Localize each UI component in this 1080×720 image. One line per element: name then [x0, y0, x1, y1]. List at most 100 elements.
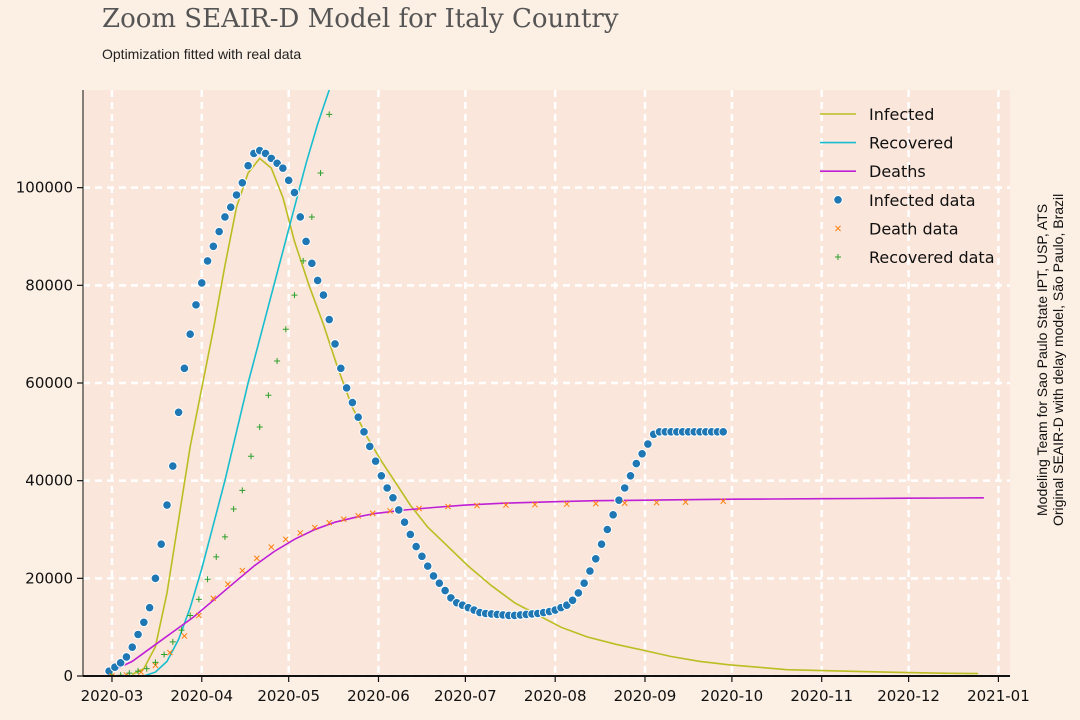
- marker-infected-data: [353, 412, 364, 422]
- marker-infected-data: [718, 427, 729, 437]
- marker-infected-data: [399, 517, 410, 527]
- data-markers: [104, 111, 729, 676]
- marker-recovered-data: [135, 668, 142, 675]
- marker-infected-data: [336, 363, 346, 374]
- marker-infected-data: [359, 427, 369, 437]
- marker-infected-data: [144, 602, 155, 613]
- marker-infected-data: [133, 629, 143, 640]
- marker-recovered-data: [317, 170, 324, 177]
- marker-infected-data: [376, 470, 387, 481]
- marker-death-data: [502, 502, 509, 509]
- marker-infected-data: [278, 163, 288, 173]
- marker-infected-data: [434, 578, 445, 589]
- marker-infected-data: [318, 290, 329, 300]
- marker-infected-data: [237, 177, 248, 188]
- marker-infected-data: [295, 212, 306, 222]
- marker-infected-data: [393, 505, 404, 515]
- marker-infected-data: [596, 539, 607, 549]
- marker-recovered-data: [300, 257, 307, 264]
- marker-death-data: [166, 649, 173, 656]
- marker-death-data: [621, 500, 628, 507]
- marker-infected-data: [405, 529, 416, 540]
- marker-recovered-data: [326, 111, 333, 118]
- marker-recovered-data: [221, 533, 228, 540]
- marker-recovered-data: [256, 423, 263, 430]
- marker-infected-data: [283, 175, 294, 186]
- series-line-infected: [131, 157, 979, 676]
- marker-death-data: [297, 529, 304, 536]
- marker-infected-data: [301, 236, 311, 247]
- marker-death-data: [137, 669, 144, 676]
- legend-swatch-death-data: [835, 225, 841, 232]
- legend-label-recovered: Recovered: [869, 134, 953, 153]
- x-tick-label: 2020-11: [790, 687, 853, 705]
- legend-label-deaths: Deaths: [869, 162, 926, 181]
- marker-death-data: [210, 595, 217, 602]
- marker-infected-data: [168, 461, 178, 471]
- marker-infected-data: [243, 160, 253, 171]
- marker-recovered-data: [187, 612, 194, 619]
- marker-infected-data: [619, 483, 630, 493]
- x-tick-label: 2020-05: [257, 687, 320, 705]
- marker-infected-data: [196, 278, 207, 288]
- legend-label-infected: Infected: [869, 105, 934, 124]
- marker-death-data: [720, 498, 727, 505]
- marker-infected-data: [567, 595, 578, 606]
- marker-infected-data: [440, 585, 450, 596]
- marker-death-data: [563, 501, 570, 508]
- x-tick-label: 2020-07: [434, 687, 497, 705]
- marker-death-data: [387, 507, 394, 514]
- marker-infected-data: [573, 588, 584, 598]
- marker-death-data: [311, 524, 318, 531]
- marker-infected-data: [191, 300, 201, 310]
- marker-death-data: [416, 505, 422, 512]
- grid: [83, 90, 1010, 678]
- legend-swatch-recovered-data: [835, 254, 841, 260]
- marker-infected-data: [173, 407, 184, 418]
- marker-infected-data: [231, 190, 242, 200]
- marker-infected-data: [139, 617, 149, 628]
- marker-death-data: [369, 510, 376, 517]
- marker-infected-data: [608, 510, 618, 520]
- marker-death-data: [282, 536, 289, 543]
- marker-infected-data: [225, 202, 236, 212]
- marker-death-data: [326, 519, 333, 526]
- y-tick-label: 0: [63, 667, 73, 685]
- marker-infected-data: [162, 500, 172, 510]
- marker-infected-data: [150, 573, 161, 584]
- chart-title: Zoom SEAIR-D Model for Italy Country: [102, 4, 619, 34]
- marker-infected-data: [214, 226, 224, 237]
- marker-recovered-data: [178, 627, 185, 634]
- marker-infected-data: [614, 495, 624, 506]
- marker-infected-data: [220, 212, 230, 222]
- marker-recovered-data: [204, 576, 211, 583]
- marker-recovered-data: [161, 651, 168, 658]
- marker-death-data: [268, 544, 275, 551]
- marker-infected-data: [185, 329, 195, 339]
- marker-infected-data: [312, 275, 323, 286]
- marker-infected-data: [637, 449, 647, 459]
- marker-recovered-data: [308, 213, 315, 220]
- legend-label-death-data: Death data: [869, 219, 959, 238]
- marker-death-data: [253, 555, 260, 562]
- marker-infected-data: [411, 541, 421, 552]
- marker-infected-data: [208, 241, 219, 252]
- x-tick-label: 2020-04: [170, 687, 233, 705]
- x-tick-label: 2020-06: [347, 687, 410, 705]
- marker-infected-data: [202, 256, 213, 266]
- x-tick-label: 2020-12: [877, 687, 940, 705]
- marker-recovered-data: [152, 659, 159, 666]
- y-tick-label: 20000: [25, 569, 73, 587]
- marker-death-data: [531, 501, 538, 508]
- marker-infected-data: [121, 652, 132, 662]
- marker-death-data: [355, 512, 362, 519]
- marker-infected-data: [307, 258, 317, 269]
- marker-infected-data: [602, 524, 613, 535]
- marker-recovered-data: [143, 665, 150, 672]
- y-tick-label: 60000: [25, 374, 73, 392]
- legend: Infected Recovered Deaths Infected data Deat…: [820, 105, 995, 267]
- marker-infected-data: [417, 551, 427, 562]
- marker-infected-data: [590, 554, 601, 564]
- marker-infected-data: [127, 642, 138, 652]
